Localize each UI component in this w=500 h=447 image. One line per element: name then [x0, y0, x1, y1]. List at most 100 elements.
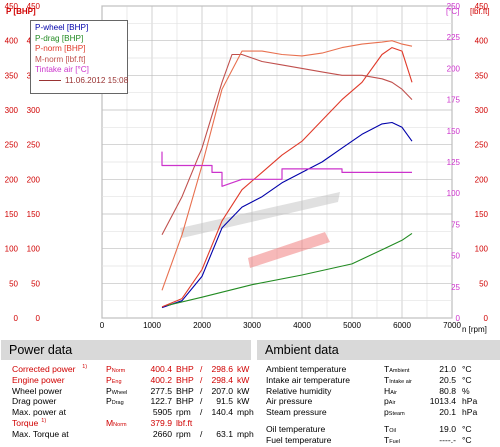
ambient-row-unit: hPa [462, 396, 478, 407]
x-tick-label: 7000 [443, 321, 461, 330]
power-row-label: Wheel power [12, 385, 63, 396]
power-row-unit1: rpm [176, 407, 191, 418]
power-row-unit2: kW [237, 374, 250, 385]
y-tick-label-power: 350 [5, 71, 19, 80]
legend-entry-t-intake: Tintake air [°C] [35, 65, 89, 75]
dyno-chart: 0 1000 2000 3000 4000 5000 6000 700005010015020… [5, 2, 490, 334]
y-tick-label-torque-left: 100 [27, 245, 41, 254]
y-tick-label-temp: 200 [447, 64, 461, 73]
power-row-label: Max. Torque at [12, 428, 69, 439]
ambient-row-unit: °C [462, 374, 472, 385]
y-tick-label-torque-right: 400 [475, 37, 489, 46]
legend-timestamp: 11.06.2012 15:08 [65, 75, 129, 85]
y-tick-label-torque-right: 0 [484, 314, 489, 323]
ambient-row-symbol: pSteam [384, 407, 405, 418]
power-row-value1: 379.9 [150, 418, 172, 428]
power-row-unit1: lbf.ft [176, 418, 193, 428]
power-row-unit2: mph [237, 428, 254, 439]
power-row-unit2: mph [237, 407, 254, 418]
x-tick-label: 6000 [393, 321, 411, 330]
power-row-value2: 298.4 [211, 374, 233, 385]
y-tick-label-torque-right: 50 [479, 279, 488, 288]
chart-legend: P-wheel [BHP] P-drag [BHP] P-norm [BHP] … [30, 20, 128, 94]
power-row-value1: 122.7 [150, 396, 172, 407]
ambient-row-symbol: TFuel [384, 434, 400, 445]
power-row: Wheel power PWheel 277.5 BHP / 207.0 kW [12, 386, 252, 397]
power-row-symbol: PDrag [106, 396, 124, 407]
y-axis-label-temp: [°C] [446, 7, 459, 16]
power-row: Max. power at 5905 rpm / 140.4 mph [12, 407, 254, 418]
ambient-row: Ambient temperature TAmbient 21.0 °C [266, 364, 496, 375]
power-row-value2: 298.6 [211, 364, 233, 374]
power-row: Engine power PEng 400.2 BHP / 298.4 kW [12, 375, 252, 386]
y-tick-label-torque-right: 150 [475, 210, 489, 219]
series-line-0 [161, 121, 413, 309]
power-row-label: Torque [12, 418, 39, 428]
power-row: Torque 1) MNorm 379.9 lbf.ft [12, 418, 252, 429]
power-row-value2: 91.5 [216, 396, 233, 407]
y-tick-label-power: 100 [5, 245, 19, 254]
y-tick-label-temp: 125 [447, 158, 461, 167]
power-row-unit2: kW [237, 364, 250, 374]
x-tick-label: 4000 [293, 321, 311, 330]
ambient-row: Relative humidity HAir 80.8% [266, 386, 496, 397]
power-row: Corrected power 1) PNorm 400.4 BHP / 298.6 kW [12, 364, 252, 375]
power-row-unit1: BHP [176, 385, 194, 396]
ambient-row-symbol: pAir [384, 396, 396, 407]
power-row-value1: 400.4 [150, 364, 172, 374]
chart-grid [101, 5, 453, 319]
y-tick-label-torque-left: 250 [27, 141, 41, 150]
series-line-5 [161, 151, 412, 187]
x-tick-label: 0 [100, 321, 105, 330]
y-tick-label-torque-right: 200 [475, 175, 489, 184]
power-row-label: Engine power [12, 374, 65, 385]
ambient-row-value: 20.1 [439, 407, 456, 418]
y-tick-label-power: 200 [5, 175, 19, 184]
ambient-row-label: Fuel temperature [266, 434, 332, 445]
legend-entry-m-norm: M-norm [lbf.ft] [35, 54, 86, 64]
power-row-label: Max. power at [12, 407, 66, 418]
power-row-unit1: BHP [176, 374, 194, 385]
ambient-row-value: ----.- [439, 434, 456, 445]
y-axis-label-torque: [lbf.ft] [470, 7, 490, 16]
y-tick-label-power: 0 [14, 314, 19, 323]
ambient-row-label: Ambient temperature [266, 364, 347, 374]
ambient-row-symbol: HAir [384, 385, 397, 396]
ambient-row-symbol: TIntake air [384, 374, 412, 385]
y-tick-label-torque-right: 250 [475, 141, 489, 150]
y-tick-label-power: 250 [5, 141, 19, 150]
legend-line-icon [39, 80, 61, 82]
x-axis-label: n [rpm] [462, 325, 487, 334]
y-tick-label-torque-right: 350 [475, 71, 489, 80]
legend-entry-p-wheel: P-wheel [BHP] [35, 23, 89, 32]
power-row-label: Corrected power [12, 364, 76, 374]
y-tick-label-temp: 225 [447, 33, 461, 42]
y-axis-label-power: P [BHP] [6, 7, 36, 16]
y-tick-label-temp: 150 [447, 127, 461, 136]
y-tick-label-torque-left: 0 [36, 314, 41, 323]
power-row-unit2: kW [237, 396, 250, 407]
power-row-note: 1) [82, 364, 88, 370]
power-row-value1: 277.5 [150, 385, 172, 396]
ambient-data-heading: Ambient data [257, 340, 500, 360]
ambient-row-value: 80.8 [439, 385, 456, 396]
y-tick-label-torque-right: 100 [475, 245, 489, 254]
power-row-label: Drag power [12, 396, 57, 407]
ambient-row-label: Relative humidity [266, 385, 332, 396]
y-tick-label-power: 400 [5, 37, 19, 46]
ambient-row-value: 21.0 [439, 364, 456, 374]
ambient-row-label: Steam pressure [266, 407, 327, 418]
power-row-note: 1) [41, 418, 47, 424]
ambient-row: Fuel temperature TFuel ----.- °C [266, 435, 496, 446]
y-tick-label-torque-left: 300 [27, 106, 41, 115]
power-row-unit1: BHP [176, 364, 194, 374]
power-row-value2: 207.0 [211, 385, 233, 396]
ambient-row: Air pressure pAir 1013.4 hPa [266, 396, 496, 407]
ambient-row-unit: °C [462, 434, 472, 445]
y-tick-label-temp: 75 [451, 220, 460, 229]
y-tick-label-torque-left: 200 [27, 175, 41, 184]
y-tick-label-temp: 0 [456, 314, 461, 323]
x-tick-label: 2000 [193, 321, 211, 330]
power-row-value1: 400.2 [150, 374, 172, 385]
ambient-row: Oil temperature TOil 19.0 °C [266, 424, 496, 435]
